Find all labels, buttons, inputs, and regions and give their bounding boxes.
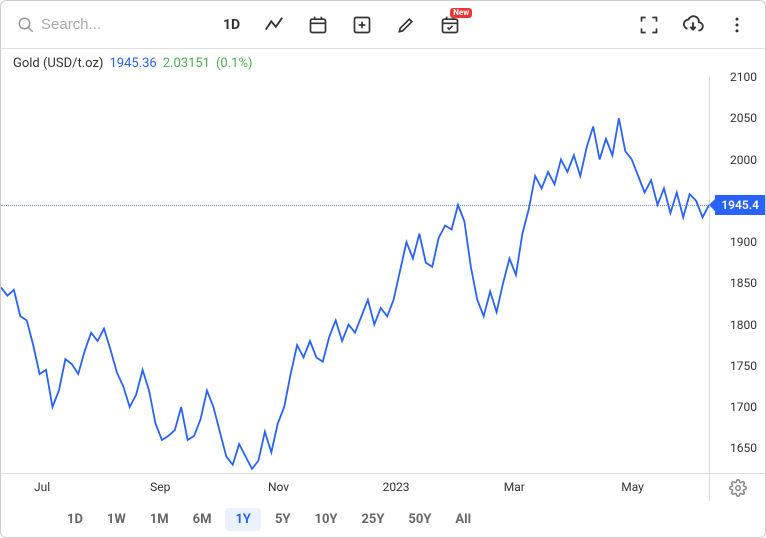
more-button[interactable] bbox=[717, 6, 757, 44]
symbol-change-abs: 2.03151 bbox=[163, 56, 210, 71]
expand-icon bbox=[639, 15, 659, 35]
y-tick: 1650 bbox=[730, 441, 757, 455]
fullscreen-button[interactable] bbox=[629, 6, 669, 44]
y-tick: 2000 bbox=[730, 153, 757, 167]
range-all[interactable]: All bbox=[445, 508, 481, 531]
pencil-icon bbox=[396, 15, 416, 35]
calendar-icon bbox=[308, 15, 328, 35]
download-button[interactable] bbox=[673, 6, 713, 44]
gear-icon[interactable] bbox=[729, 479, 747, 497]
y-tick: 2050 bbox=[730, 111, 757, 125]
new-badge: New bbox=[450, 8, 472, 18]
y-tick: 1700 bbox=[730, 400, 757, 414]
symbol-name: Gold (USD/t.oz) bbox=[13, 56, 103, 71]
chart-area: 1650170017501800185019001945.42000205021… bbox=[1, 77, 765, 473]
more-vertical-icon bbox=[727, 15, 747, 35]
symbol-header: Gold (USD/t.oz) 1945.36 2.03151 (0.1%) bbox=[1, 49, 765, 77]
y-tick: 1800 bbox=[730, 318, 757, 332]
settings-corner bbox=[709, 474, 765, 501]
range-10y[interactable]: 10Y bbox=[304, 508, 347, 531]
y-tick: 1850 bbox=[730, 276, 757, 290]
toolbar: 1D New bbox=[1, 1, 765, 49]
range-1m[interactable]: 1M bbox=[140, 508, 179, 531]
range-1w[interactable]: 1W bbox=[97, 508, 136, 531]
range-selector: 1D1W1M6M1Y5Y10Y25Y50YAll bbox=[1, 501, 765, 537]
app-frame: 1D New Gold (USD/t.oz) 1945.36 bbox=[0, 0, 766, 538]
x-tick: Mar bbox=[504, 480, 525, 494]
x-tick: Sep bbox=[150, 480, 170, 494]
alert-button[interactable]: New bbox=[430, 6, 470, 44]
date-range-button[interactable] bbox=[298, 6, 338, 44]
x-tick: 2023 bbox=[383, 480, 410, 494]
symbol-price: 1945.36 bbox=[109, 56, 156, 71]
range-50y[interactable]: 50Y bbox=[398, 508, 441, 531]
symbol-change-pct: (0.1%) bbox=[216, 56, 253, 71]
range-1y[interactable]: 1Y bbox=[225, 508, 261, 531]
range-6m[interactable]: 6M bbox=[183, 508, 222, 531]
cloud-download-icon bbox=[682, 14, 704, 36]
interval-button[interactable]: 1D bbox=[213, 6, 250, 44]
chart-plot[interactable] bbox=[1, 77, 709, 473]
y-tick: 1750 bbox=[730, 359, 757, 373]
range-5y[interactable]: 5Y bbox=[265, 508, 301, 531]
current-price-line bbox=[1, 205, 709, 206]
search-input[interactable] bbox=[41, 16, 201, 33]
x-tick: May bbox=[621, 480, 644, 494]
calendar-check-icon bbox=[440, 15, 460, 35]
edit-button[interactable] bbox=[386, 6, 426, 44]
x-axis-labels[interactable]: Jul Sep Nov 2023 Mar May bbox=[1, 474, 709, 501]
current-price-tag: 1945.4 bbox=[715, 195, 765, 215]
search-box[interactable] bbox=[9, 8, 209, 42]
chart-type-button[interactable] bbox=[254, 6, 294, 44]
y-tick: 1900 bbox=[730, 235, 757, 249]
line-chart-icon bbox=[263, 14, 285, 36]
search-icon bbox=[17, 16, 35, 34]
x-tick: Jul bbox=[34, 480, 50, 494]
range-25y[interactable]: 25Y bbox=[351, 508, 394, 531]
y-axis[interactable]: 1650170017501800185019001945.42000205021… bbox=[709, 77, 765, 473]
range-1d[interactable]: 1D bbox=[57, 508, 93, 531]
x-axis: Jul Sep Nov 2023 Mar May bbox=[1, 473, 765, 501]
price-line bbox=[1, 77, 709, 473]
add-button[interactable] bbox=[342, 6, 382, 44]
plus-box-icon bbox=[352, 15, 372, 35]
y-tick: 2100 bbox=[730, 70, 757, 84]
x-tick: Nov bbox=[268, 480, 289, 494]
